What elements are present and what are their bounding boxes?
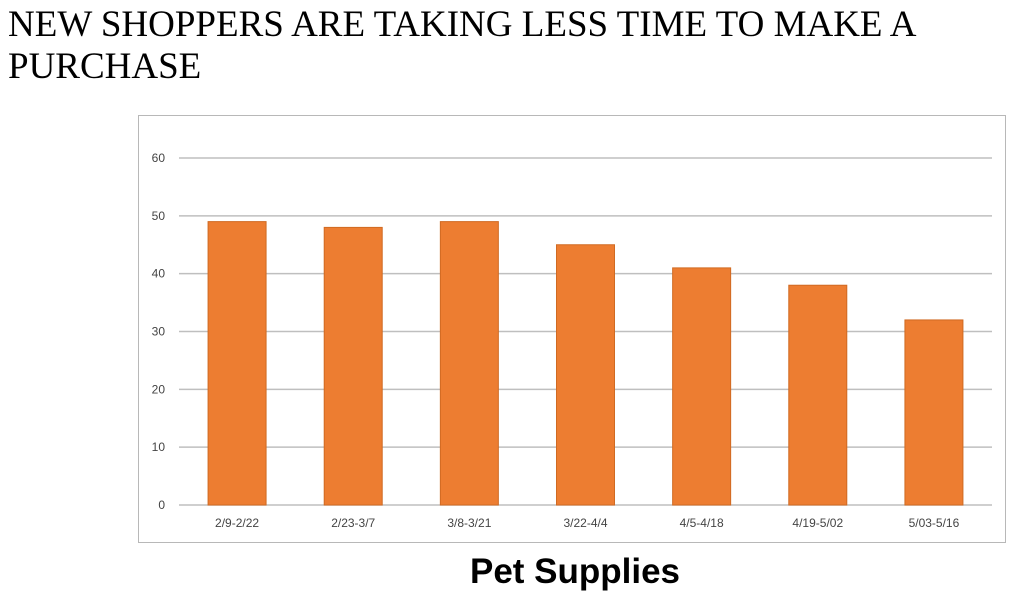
y-axis-ticks: 0 10 20 30 40 50 60 (152, 151, 166, 512)
x-tick-label: 2/9-2/22 (215, 516, 259, 530)
x-tick-label: 2/23-3/7 (331, 516, 375, 530)
bar-2/23-3/7 (323, 226, 383, 506)
y-tick-label: 50 (152, 209, 166, 223)
x-tick-label: 5/03-5/16 (909, 516, 960, 530)
x-axis-ticks: 2/9-2/22 2/23-3/7 3/8-3/21 3/22-4/4 4/5-4/18… (215, 516, 960, 530)
chart-caption: Pet Supplies (469, 552, 681, 591)
bar-chart: 0 10 20 30 40 50 60 2/9-2/22 2/23-3/7 3/8-3/21 3/… (152, 151, 992, 530)
x-tick-label: 3/22-4/4 (563, 516, 607, 530)
y-tick-label: 60 (152, 151, 166, 165)
bar-4/5-4/18 (672, 267, 732, 506)
bar-2/9-2/22 (207, 221, 267, 506)
y-tick-label: 20 (152, 382, 166, 396)
bar-3/22-4/4 (556, 244, 615, 506)
y-tick-label: 30 (152, 325, 166, 339)
page-headline: NEW SHOPPERS ARE TAKING LESS TIME TO MAK… (8, 4, 915, 87)
x-tick-label: 3/8-3/21 (447, 516, 491, 530)
bar-4/19-5/02 (788, 284, 848, 506)
y-tick-label: 40 (152, 267, 166, 281)
y-tick-label: 0 (158, 498, 165, 512)
chart-frame: 0 10 20 30 40 50 60 2/9-2/22 2/23-3/7 3/8-3/21 3/… (138, 115, 1006, 543)
bar-3/8-3/21 (439, 221, 499, 506)
x-tick-label: 4/19-5/02 (792, 516, 843, 530)
bar-5/03-5/16 (904, 319, 964, 506)
bars (207, 221, 964, 506)
y-tick-label: 10 (152, 440, 166, 454)
x-tick-label: 4/5-4/18 (680, 516, 724, 530)
